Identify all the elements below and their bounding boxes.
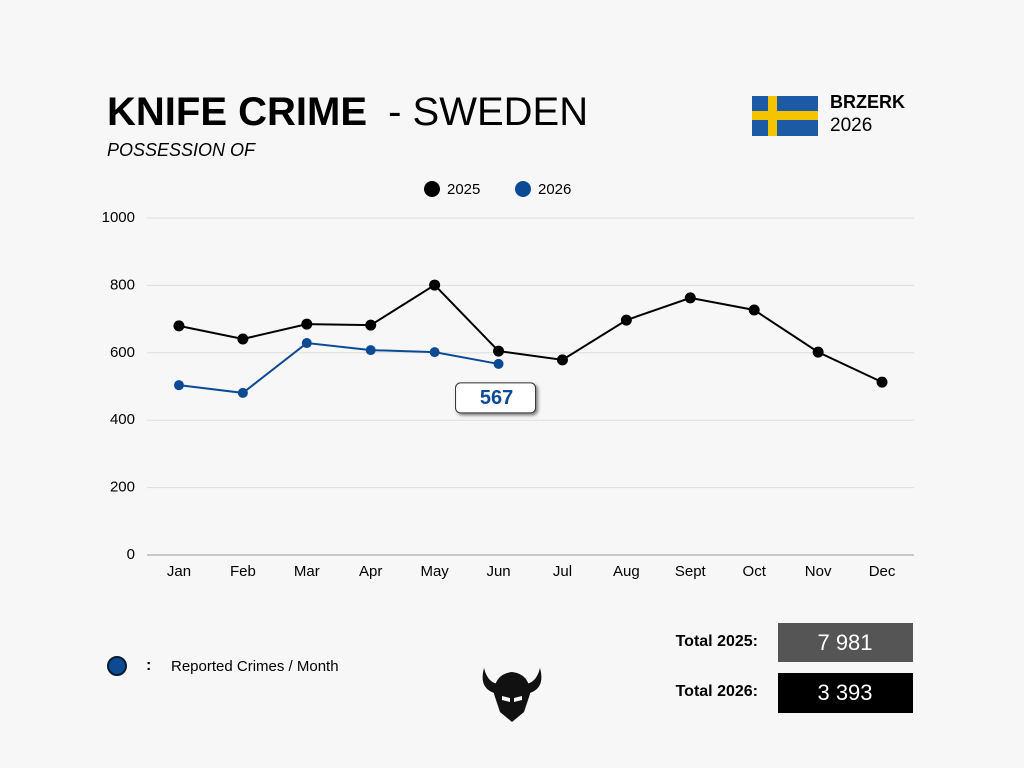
- data-point: [237, 333, 249, 345]
- logo: [482, 668, 542, 722]
- data-point: [365, 319, 377, 331]
- x-tick-label: Feb: [230, 563, 256, 580]
- x-tick-label: Mar: [294, 563, 320, 580]
- y-tick-label: 600: [110, 344, 135, 361]
- data-point: [173, 320, 185, 332]
- data-point: [429, 347, 440, 358]
- x-tick-label: Jan: [167, 563, 191, 580]
- y-tick-label: 800: [110, 276, 135, 293]
- y-tick-label: 400: [110, 411, 135, 428]
- legend-label: 2025: [447, 181, 480, 198]
- series-line: [178, 341, 499, 394]
- x-tick-label: Dec: [869, 563, 896, 580]
- x-tick-label: Aug: [613, 563, 640, 580]
- flag-cross: [752, 111, 818, 120]
- legend-label: 2026: [538, 181, 571, 198]
- total-value: 7 981: [817, 630, 872, 655]
- legend-separator: :: [146, 657, 151, 674]
- data-point: [301, 338, 312, 349]
- logo-helmet: [494, 672, 530, 722]
- data-point: [556, 354, 568, 366]
- x-tick-label: Nov: [805, 563, 832, 580]
- data-point: [429, 279, 441, 291]
- x-tick-label: Oct: [743, 563, 767, 580]
- data-point: [301, 318, 313, 330]
- callout-box: [455, 382, 537, 414]
- legend-note: Reported Crimes / Month: [171, 658, 339, 675]
- brand: BRZERK: [830, 92, 905, 112]
- y-tick-label: 0: [127, 546, 135, 563]
- flag: [752, 96, 818, 136]
- title-rest: - SWEDEN: [388, 90, 588, 134]
- data-point: [812, 346, 824, 358]
- data-point: [748, 304, 760, 316]
- total-value: 3 393: [817, 680, 872, 705]
- series-line: [178, 283, 883, 384]
- data-point: [365, 345, 376, 356]
- logo-eyes: [502, 696, 522, 702]
- x-tick-label: Sept: [675, 563, 707, 580]
- y-tick-label: 1000: [102, 209, 135, 226]
- brand-year: 2026: [830, 115, 872, 136]
- total-box: [778, 673, 913, 713]
- legend-marker: [424, 181, 440, 197]
- data-point: [237, 387, 248, 398]
- legend-dot: [107, 656, 127, 676]
- x-tick-label: Jul: [553, 563, 572, 580]
- data-point: [173, 380, 184, 391]
- legend-marker: [515, 181, 531, 197]
- x-tick-label: May: [420, 563, 449, 580]
- data-point: [493, 345, 505, 357]
- title-bold: KNIFE CRIME: [107, 90, 367, 134]
- data-point: [684, 292, 696, 304]
- data-point: [876, 376, 888, 388]
- total-label: Total 2025:: [676, 633, 758, 650]
- data-point: [620, 314, 632, 326]
- subtitle: POSSESSION OF: [107, 140, 256, 160]
- total-box: [778, 623, 913, 662]
- total-label: Total 2026:: [676, 683, 758, 700]
- y-tick-label: 200: [110, 479, 135, 496]
- callout-label: 567: [480, 387, 513, 409]
- x-tick-label: Jun: [486, 563, 510, 580]
- chart-title: KNIFE CRIME - SWEDEN: [107, 90, 588, 134]
- data-point: [493, 358, 504, 369]
- x-tick-label: Apr: [359, 563, 382, 580]
